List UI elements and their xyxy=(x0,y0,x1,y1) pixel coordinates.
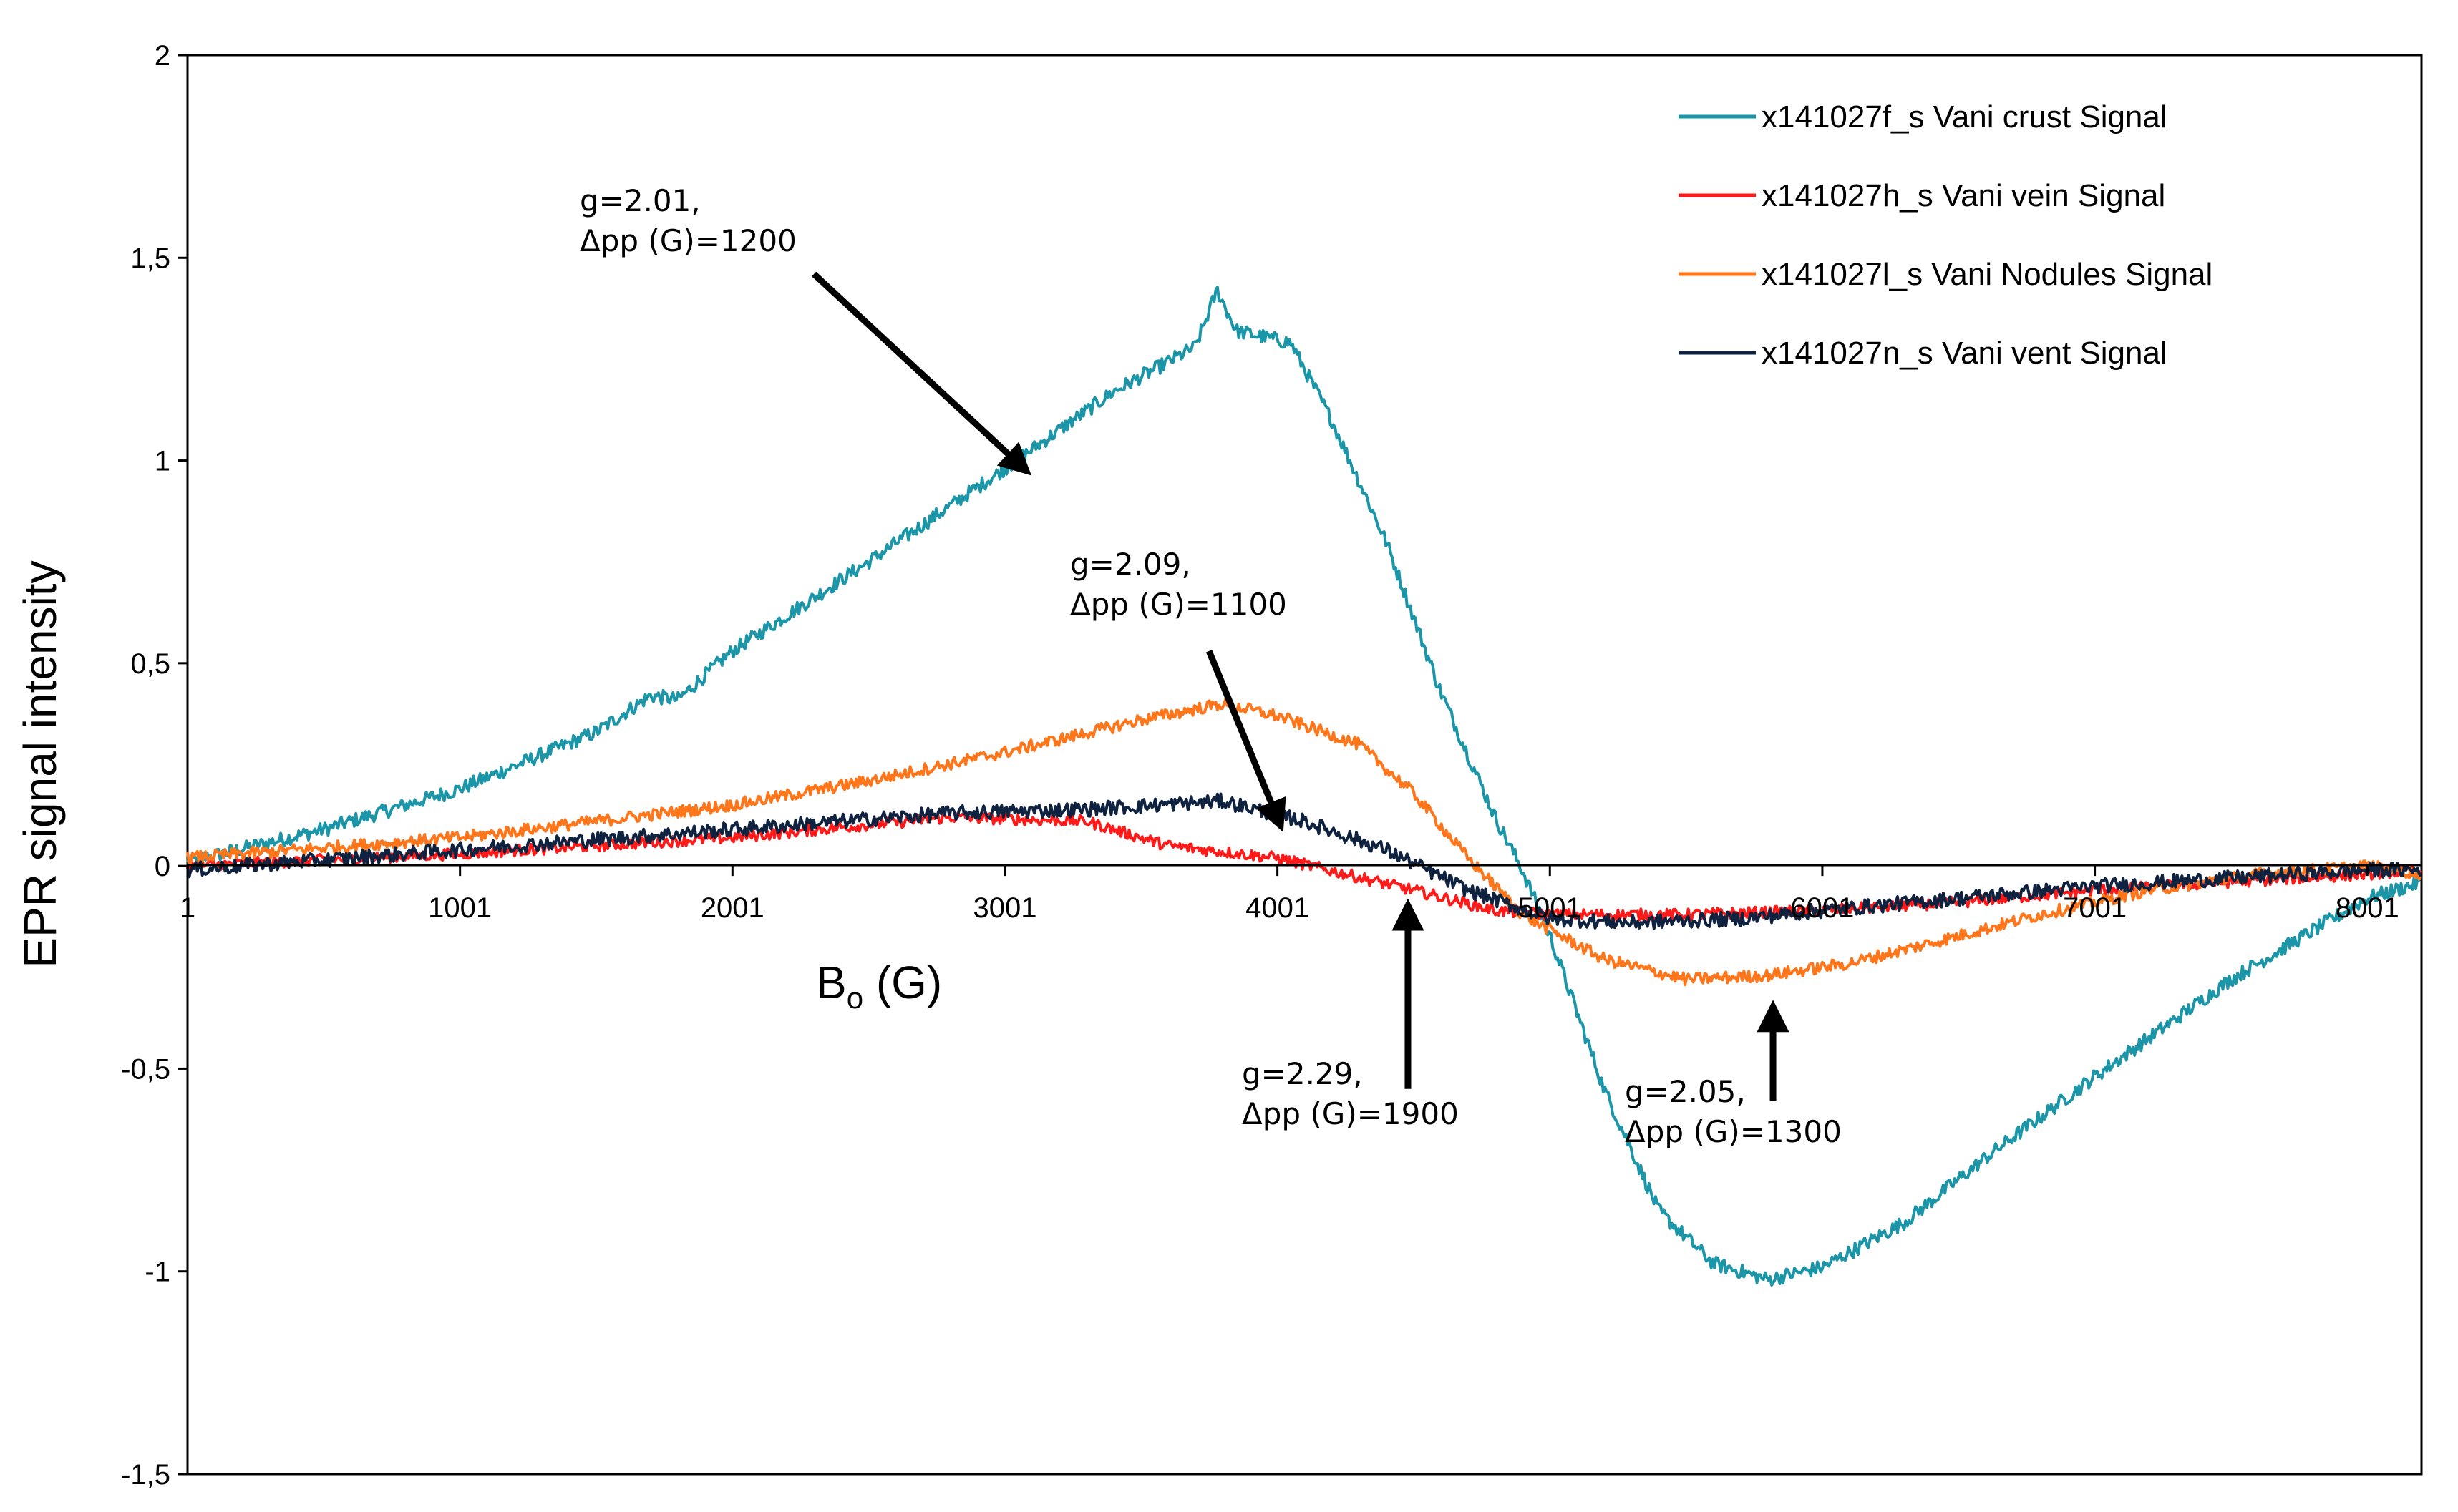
annotation-text-3-0: g=2.05, xyxy=(1625,1074,1746,1109)
legend-label-1: x141027h_s Vani vein Signal xyxy=(1762,178,2165,213)
x-axis: 1 1001 2001 3001 4001 5001 6001 7001 8001 xyxy=(180,866,2399,924)
x-axis-title-sub: o xyxy=(847,981,863,1015)
x-tick-label-6: 6001 xyxy=(1790,892,1854,924)
y-tick-label-6: -1 xyxy=(145,1257,170,1288)
series-line-3 xyxy=(186,792,2422,930)
annotation-text-0-1: Δpp (G)=1200 xyxy=(580,223,797,258)
series-line-2 xyxy=(186,697,2422,987)
x-tick-label-1: 1001 xyxy=(428,892,492,924)
annotation-text-1-0: g=2.09, xyxy=(1070,547,1191,582)
annotation-text-1-1: Δpp (G)=1100 xyxy=(1070,587,1287,622)
x-axis-title: Bo (G) xyxy=(816,957,942,1015)
y-tick-label-2: 1 xyxy=(155,446,170,477)
series-line-0 xyxy=(186,286,2422,1287)
series-layer xyxy=(186,286,2422,1287)
annotation-text-2-0: g=2.29, xyxy=(1242,1056,1363,1091)
x-tick-label-0: 1 xyxy=(180,892,195,924)
x-tick-label-7: 7001 xyxy=(2063,892,2127,924)
annotation-text-2-1: Δpp (G)=1900 xyxy=(1242,1096,1459,1131)
x-tick-label-8: 8001 xyxy=(2336,892,2399,924)
y-tick-label-4: 0 xyxy=(155,851,170,882)
x-tick-label-3: 3001 xyxy=(973,892,1036,924)
annotation-arrow-1 xyxy=(1205,650,1286,832)
y-tick-label-0: 2 xyxy=(155,40,170,72)
annotation-arrow-0 xyxy=(812,271,1032,476)
x-axis-title-main: B xyxy=(816,957,847,1008)
y-axis: 2 1,5 1 0,5 0 -0,5 -1 -1,5 xyxy=(121,40,188,1491)
y-tick-label-5: -0,5 xyxy=(121,1053,170,1085)
annotations: g=2.01, Δpp (G)=1200 g=2.09, Δpp (G)=1100 g=… xyxy=(580,183,1842,1149)
y-tick-label-7: -1,5 xyxy=(121,1459,170,1491)
plot-frame xyxy=(186,54,2423,1476)
x-tick-label-4: 4001 xyxy=(1245,892,1309,924)
legend-label-3: x141027n_s Vani vent Signal xyxy=(1762,336,2167,371)
legend-label-2: x141027l_s Vani Nodules Signal xyxy=(1762,257,2212,292)
y-tick-label-3: 0,5 xyxy=(130,648,170,680)
y-axis-title: EPR signal intensity xyxy=(14,560,66,967)
x-tick-label-2: 2001 xyxy=(701,892,764,924)
annotation-text-3-1: Δpp (G)=1300 xyxy=(1625,1114,1842,1149)
legend: x141027f_s Vani crust Signal x141027h_s V… xyxy=(1679,99,2212,371)
legend-label-0: x141027f_s Vani crust Signal xyxy=(1762,99,2167,135)
series-line-1 xyxy=(186,811,2422,922)
x-axis-title-unit: (G) xyxy=(863,957,942,1008)
y-tick-label-1: 1,5 xyxy=(130,243,170,274)
annotation-text-0-0: g=2.01, xyxy=(580,183,701,218)
x-tick-label-5: 5001 xyxy=(1518,892,1582,924)
